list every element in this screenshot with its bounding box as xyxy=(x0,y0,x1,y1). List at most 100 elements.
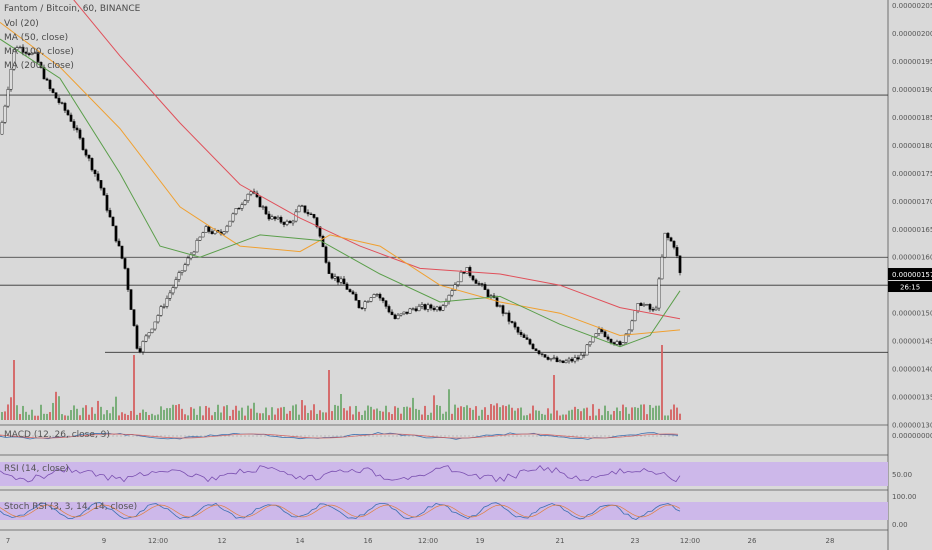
stoch-axis-tick: 100.00 xyxy=(892,493,917,501)
candle-body xyxy=(486,289,490,297)
volume-bar xyxy=(610,414,612,420)
volume-bar xyxy=(370,406,372,420)
volume-bar xyxy=(13,360,15,420)
volume-bar xyxy=(607,411,609,420)
candle-body xyxy=(84,149,88,156)
candle-body xyxy=(402,311,406,315)
candle-body xyxy=(273,216,277,220)
candle-body xyxy=(498,305,502,307)
candle-body xyxy=(285,220,289,225)
volume-bar xyxy=(676,407,678,420)
last-price-label: 0.00000157 xyxy=(892,271,932,279)
countdown-label: 26:15 xyxy=(900,284,920,292)
price-tick-label: 0.00000180 xyxy=(892,142,932,150)
candle-body xyxy=(234,208,238,215)
candle-body xyxy=(198,236,202,241)
volume-bar xyxy=(112,406,114,420)
volume-bar xyxy=(571,409,573,420)
volume-bar xyxy=(244,415,246,420)
volume-bar xyxy=(187,415,189,420)
candle-body xyxy=(18,46,22,49)
candle-body xyxy=(336,276,340,283)
volume-bar xyxy=(352,414,354,420)
volume-bar xyxy=(559,415,561,420)
volume-bar xyxy=(514,410,516,420)
candle-body xyxy=(660,256,664,280)
candle-body xyxy=(519,332,523,335)
candle-body xyxy=(369,297,373,302)
ma50-indicator-label: MA (50, close) xyxy=(4,33,69,43)
candle-body xyxy=(231,213,235,222)
candle-body xyxy=(582,354,586,357)
volume-bar xyxy=(304,405,306,420)
candle-body xyxy=(645,304,649,306)
candle-body xyxy=(639,303,643,306)
candle-body xyxy=(0,122,4,135)
candle-body xyxy=(246,193,250,202)
candle-body xyxy=(222,231,226,235)
ma100-line xyxy=(0,21,681,337)
candle-body xyxy=(138,348,142,353)
candle-body xyxy=(261,206,265,208)
candle-body xyxy=(111,216,115,227)
volume-bar xyxy=(661,345,663,420)
volume-bar xyxy=(469,407,471,420)
volume-bar xyxy=(679,413,681,420)
volume-bar xyxy=(151,413,153,420)
candle-body xyxy=(651,309,655,311)
volume-bar xyxy=(340,394,342,420)
volume-bar xyxy=(346,410,348,420)
rsi-label: RSI (14, close) xyxy=(4,464,69,474)
volume-bar xyxy=(76,408,78,420)
time-tick-label: 23 xyxy=(631,537,640,545)
volume-bar xyxy=(133,355,135,420)
candle-body xyxy=(249,191,253,195)
volume-bar xyxy=(118,415,120,420)
macd-signal-line xyxy=(0,433,679,439)
volume-bar xyxy=(109,413,111,420)
volume-bar xyxy=(286,413,288,420)
ma50-line xyxy=(0,38,681,348)
volume-bar xyxy=(307,412,309,420)
volume-bar xyxy=(88,414,90,420)
candle-body xyxy=(573,357,577,362)
candle-body xyxy=(45,78,49,81)
volume-bar xyxy=(604,405,606,420)
volume-bar xyxy=(490,404,492,420)
volume-bar xyxy=(79,415,81,420)
candle-body xyxy=(33,52,37,54)
candle-body xyxy=(591,336,595,343)
volume-bar xyxy=(250,408,252,420)
time-tick-label: 26 xyxy=(748,537,757,545)
candle-body xyxy=(642,304,646,306)
volume-bar xyxy=(478,415,480,420)
volume-bar xyxy=(658,405,660,420)
volume-bar xyxy=(94,413,96,420)
candle-body xyxy=(267,213,271,220)
candle-body xyxy=(327,262,331,274)
volume-bar xyxy=(595,415,597,420)
volume-bar xyxy=(31,409,33,420)
price-tick-label: 0.00000195 xyxy=(892,58,932,66)
candle-body xyxy=(135,325,139,349)
candle-body xyxy=(312,214,316,218)
volume-bar xyxy=(643,404,645,420)
candle-body xyxy=(30,52,34,55)
volume-bar xyxy=(313,404,315,420)
candle-body xyxy=(36,52,40,63)
volume-bar xyxy=(445,411,447,420)
candle-body xyxy=(423,304,427,310)
ma200-line xyxy=(73,0,681,320)
volume-bar xyxy=(124,413,126,420)
volume-bar xyxy=(487,414,489,420)
candle-body xyxy=(171,287,175,294)
volume-bar xyxy=(196,414,198,420)
volume-bar xyxy=(634,407,636,420)
price-tick-label: 0.00000205 xyxy=(892,2,932,10)
candle-body xyxy=(663,232,667,258)
volume-bar xyxy=(172,404,174,420)
volume-bar xyxy=(331,411,333,420)
volume-bar xyxy=(535,410,537,420)
